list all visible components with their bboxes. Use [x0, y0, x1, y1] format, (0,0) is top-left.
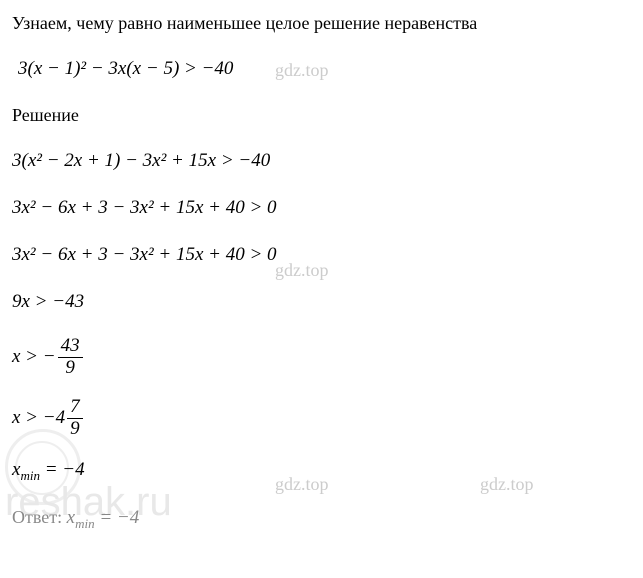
numerator: 7 — [67, 397, 83, 419]
answer-x: x — [67, 507, 75, 528]
step-6: x > −479 — [12, 397, 631, 440]
step5-prefix: x > − — [12, 346, 56, 367]
step-7: xmin = −4 — [12, 458, 631, 485]
step-1: 3(x² − 2x + 1) − 3x² + 15x > −40 — [12, 149, 631, 174]
step6-prefix: x > −4 — [12, 407, 65, 428]
step-3: 3x² − 6x + 3 − 3x² + 15x + 40 > 0 — [12, 243, 631, 268]
step-5: x > −439 — [12, 336, 631, 379]
fraction-7-9: 79 — [67, 397, 83, 440]
inequality: 3(x − 1)² − 3x(x − 5) > −40 — [18, 57, 631, 82]
answer-label: Ответ: — [12, 507, 67, 527]
step7-rest: = −4 — [40, 459, 85, 480]
fraction-43-9: 439 — [58, 336, 83, 379]
step7-subscript: min — [20, 468, 40, 483]
answer-subscript: min — [75, 516, 95, 531]
problem-statement: Узнаем, чему равно наименьшее целое реше… — [12, 12, 631, 35]
solution-label: Решение — [12, 104, 631, 127]
answer: Ответ: xmin = −4 — [12, 506, 631, 533]
numerator: 43 — [58, 336, 83, 358]
denominator: 9 — [67, 419, 83, 440]
denominator: 9 — [58, 358, 83, 379]
step-4: 9x > −43 — [12, 290, 631, 315]
answer-rest: = −4 — [95, 507, 140, 528]
step-2: 3x² − 6x + 3 − 3x² + 15x + 40 > 0 — [12, 196, 631, 221]
